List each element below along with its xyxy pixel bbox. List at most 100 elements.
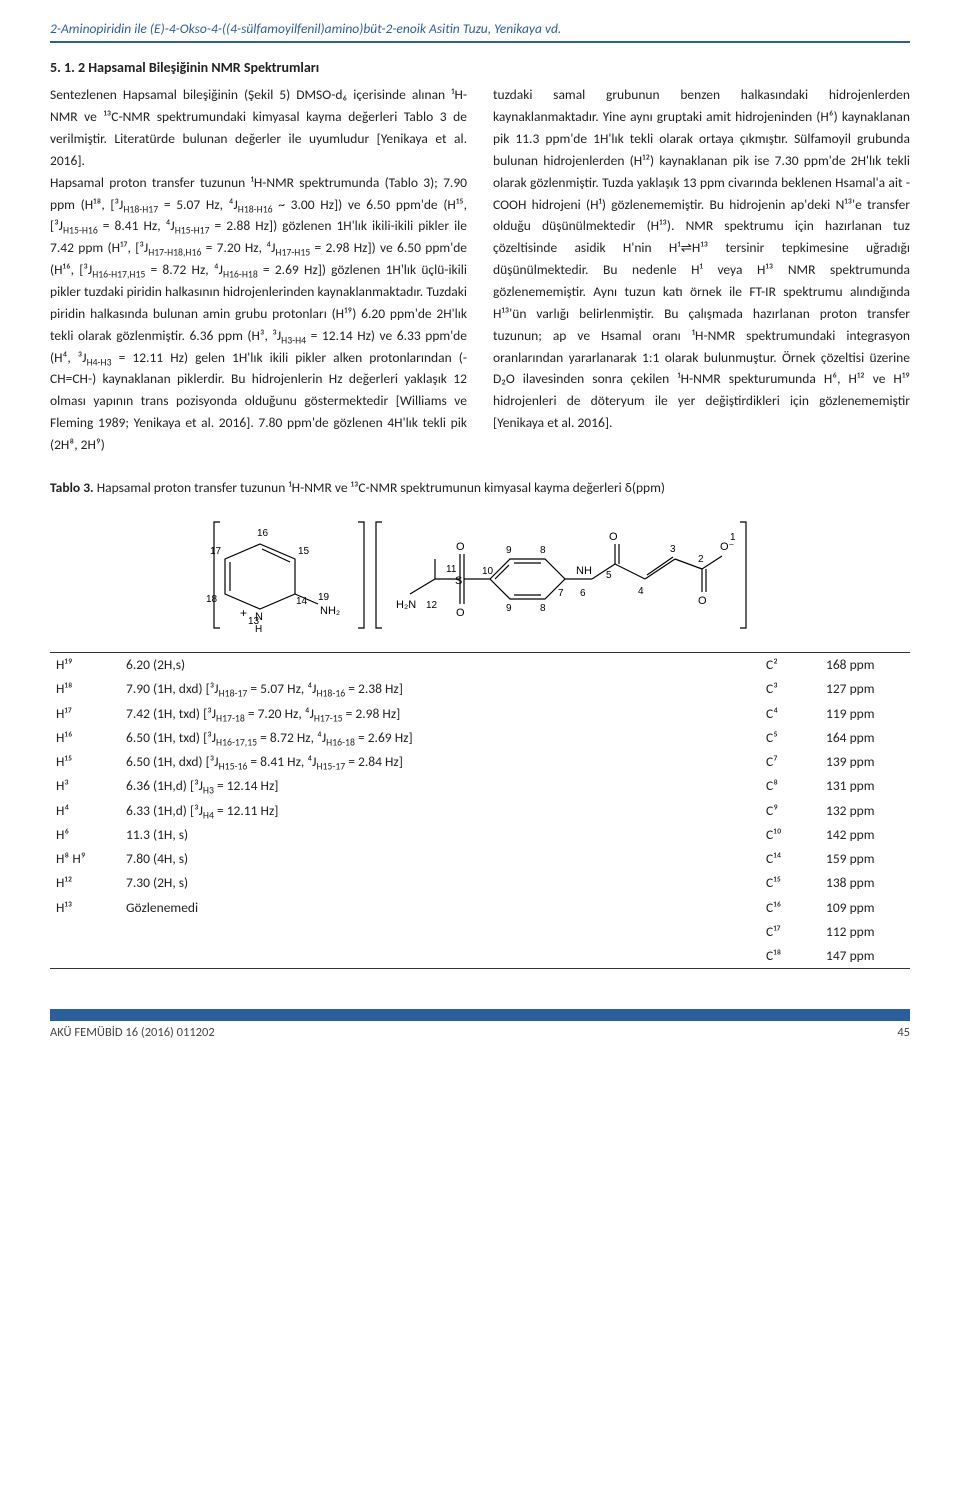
svg-text:+: + (240, 606, 247, 620)
svg-text:18: 18 (206, 594, 218, 605)
carbon-cell: C⁷ (760, 750, 820, 774)
table-caption: Tablo 3. Hapsamal proton transfer tuzunu… (50, 478, 910, 498)
carbon-value-cell: 164 ppm (820, 726, 910, 750)
carbon-cell: C¹⁶ (760, 896, 820, 920)
footer-page-number: 45 (897, 1024, 910, 1043)
table-caption-label: Tablo 3. (50, 479, 94, 496)
svg-text:O: O (698, 595, 707, 607)
table-row: H⁸ H⁹7.80 (4H, s)C¹⁴159 ppm (50, 847, 910, 871)
carbon-value-cell: 142 ppm (820, 823, 910, 847)
svg-text:8: 8 (540, 545, 546, 556)
running-title: 2-Aminopiridin ile (E)-4-Okso-4-((4-sülf… (50, 20, 561, 37)
svg-text:NH₂: NH₂ (320, 605, 340, 617)
carbon-value-cell: 109 ppm (820, 896, 910, 920)
footer-accent-bar (50, 1009, 910, 1021)
svg-text:7: 7 (558, 588, 564, 599)
carbon-value-cell: 159 ppm (820, 847, 910, 871)
svg-text:1: 1 (730, 532, 736, 543)
table-row: H¹⁶6.50 (1H, txd) [³JH16-17,15 = 8.72 Hz… (50, 726, 910, 750)
carbon-cell: C¹⁸ (760, 944, 820, 969)
body-columns: Sentezlenen Hapsamal bileşiğinin (Şekil … (50, 84, 910, 456)
proton-value-cell: Gözlenemedi (120, 896, 760, 920)
table-row: H⁴6.33 (1H,d) [³JH4 = 12.11 Hz]C⁹132 ppm (50, 799, 910, 823)
right-column-text: tuzdaki samal grubunun benzen halkasında… (493, 84, 910, 456)
svg-text:O: O (609, 531, 618, 543)
proton-cell: H¹⁵ (50, 750, 120, 774)
svg-text:17: 17 (210, 546, 222, 557)
table-row: H³6.36 (1H,d) [³JH3 = 12.14 Hz]C⁸131 ppm (50, 774, 910, 798)
carbon-cell: C¹⁴ (760, 847, 820, 871)
proton-cell (50, 920, 120, 944)
proton-cell: H¹⁹ (50, 653, 120, 678)
svg-text:8: 8 (540, 603, 546, 614)
table-row: H¹⁹6.20 (2H,s)C²168 ppm (50, 653, 910, 678)
proton-value-cell: 7.90 (1H, dxd) [³JH18-17 = 5.07 Hz, ⁴JH1… (120, 677, 760, 701)
table-row: H¹⁷7.42 (1H, txd) [³JH17-18 = 7.20 Hz, ⁴… (50, 702, 910, 726)
table-row: H¹²7.30 (2H, s)C¹⁵138 ppm (50, 871, 910, 895)
table-row: H¹⁸7.90 (1H, dxd) [³JH18-17 = 5.07 Hz, ⁴… (50, 677, 910, 701)
proton-cell: H¹³ (50, 896, 120, 920)
carbon-value-cell: 119 ppm (820, 702, 910, 726)
svg-text:12: 12 (426, 600, 438, 611)
carbon-value-cell: 139 ppm (820, 750, 910, 774)
left-column-text: Sentezlenen Hapsamal bileşiğinin (Şekil … (50, 84, 467, 456)
carbon-cell: C¹⁵ (760, 871, 820, 895)
proton-value-cell: 7.30 (2H, s) (120, 871, 760, 895)
footer-journal-ref: AKÜ FEMÜBİD 16 (2016) 011202 (50, 1024, 215, 1043)
chemical-structure: 16 15 17 18 13 14 19 N H + NH₂ H₂N 12 S … (200, 504, 760, 644)
svg-text:NH: NH (576, 565, 592, 577)
svg-text:14: 14 (296, 596, 308, 607)
carbon-cell: C¹⁷ (760, 920, 820, 944)
proton-cell: H³ (50, 774, 120, 798)
carbon-cell: C² (760, 653, 820, 678)
svg-text:H₂N: H₂N (396, 599, 416, 611)
carbon-value-cell: 147 ppm (820, 944, 910, 969)
proton-value-cell: 6.33 (1H,d) [³JH4 = 12.11 Hz] (120, 799, 760, 823)
section-heading: 5. 1. 2 Hapsamal Bileşiğinin NMR Spektru… (50, 57, 910, 78)
page-footer: AKÜ FEMÜBİD 16 (2016) 011202 45 (0, 1009, 960, 1061)
svg-text:9: 9 (506, 545, 512, 556)
svg-text:15: 15 (298, 546, 310, 557)
proton-value-cell (120, 920, 760, 944)
carbon-cell: C¹⁰ (760, 823, 820, 847)
carbon-value-cell: 127 ppm (820, 677, 910, 701)
svg-text:19: 19 (318, 592, 330, 603)
svg-text:3: 3 (670, 544, 676, 555)
table-row: H⁶11.3 (1H, s)C¹⁰142 ppm (50, 823, 910, 847)
proton-value-cell: 6.50 (1H, dxd) [³JH15-16 = 8.41 Hz, ⁴JH1… (120, 750, 760, 774)
svg-text:10: 10 (482, 566, 494, 577)
svg-text:S: S (455, 575, 462, 587)
svg-text:6: 6 (580, 588, 586, 599)
proton-value-cell: 11.3 (1H, s) (120, 823, 760, 847)
proton-cell: H⁸ H⁹ (50, 847, 120, 871)
running-header: 2-Aminopiridin ile (E)-4-Okso-4-((4-sülf… (50, 18, 910, 43)
proton-cell: H¹⁸ (50, 677, 120, 701)
proton-cell: H¹⁶ (50, 726, 120, 750)
svg-text:2: 2 (698, 554, 704, 565)
carbon-value-cell: 132 ppm (820, 799, 910, 823)
svg-text:H: H (255, 624, 262, 635)
carbon-cell: C⁴ (760, 702, 820, 726)
proton-value-cell: 7.42 (1H, txd) [³JH17-18 = 7.20 Hz, ⁴JH1… (120, 702, 760, 726)
svg-text:11: 11 (446, 564, 457, 575)
proton-cell: H⁴ (50, 799, 120, 823)
carbon-value-cell: 168 ppm (820, 653, 910, 678)
svg-text:9: 9 (506, 603, 512, 614)
table-caption-text: Hapsamal proton transfer tuzunun ¹H-NMR … (94, 479, 665, 496)
proton-value-cell: 6.20 (2H,s) (120, 653, 760, 678)
svg-text:O: O (456, 607, 465, 619)
carbon-value-cell: 131 ppm (820, 774, 910, 798)
proton-cell (50, 944, 120, 969)
proton-cell: H¹⁷ (50, 702, 120, 726)
carbon-cell: C⁹ (760, 799, 820, 823)
table-row: H¹³GözlenemediC¹⁶109 ppm (50, 896, 910, 920)
proton-value-cell: 6.50 (1H, txd) [³JH16-17,15 = 8.72 Hz, ⁴… (120, 726, 760, 750)
svg-text:16: 16 (257, 528, 269, 539)
svg-text:O: O (456, 541, 465, 553)
svg-text:4: 4 (638, 586, 644, 597)
carbon-cell: C³ (760, 677, 820, 701)
carbon-cell: C⁵ (760, 726, 820, 750)
table-row: H¹⁵6.50 (1H, dxd) [³JH15-16 = 8.41 Hz, ⁴… (50, 750, 910, 774)
table-row: C¹⁸147 ppm (50, 944, 910, 969)
proton-cell: H¹² (50, 871, 120, 895)
